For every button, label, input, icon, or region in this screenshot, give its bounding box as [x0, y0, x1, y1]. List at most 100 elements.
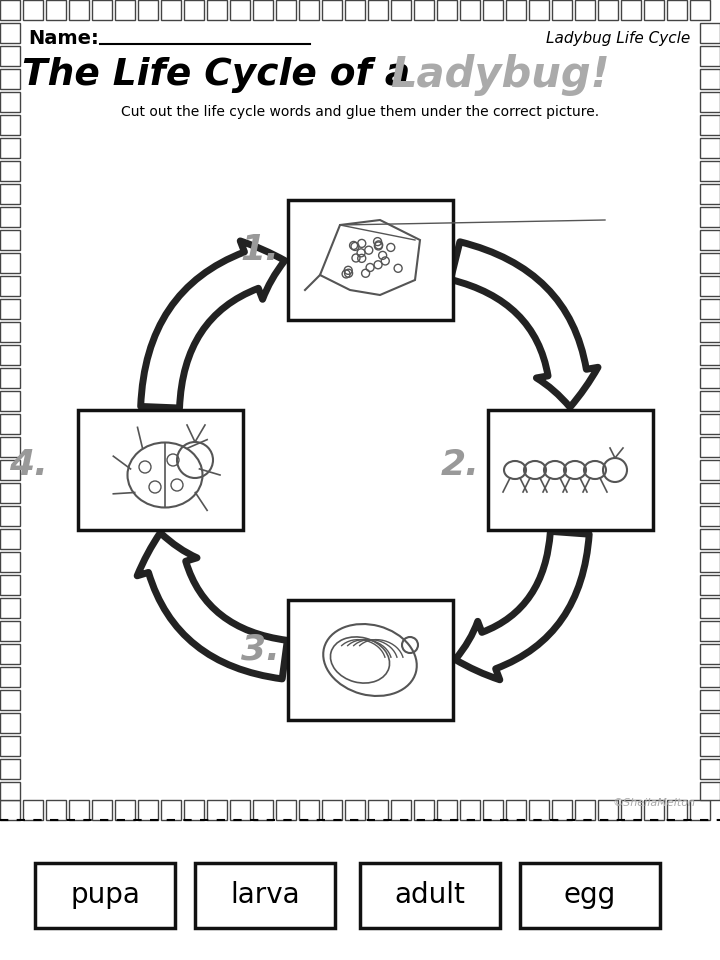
Bar	[700, 437, 720, 457]
Bar	[644, 0, 664, 20]
Bar	[700, 69, 720, 89]
Bar	[700, 207, 720, 227]
Text: 4.: 4.	[9, 448, 48, 482]
Bar	[700, 391, 720, 411]
Bar	[23, 23, 697, 797]
Bar	[69, 800, 89, 820]
Bar	[46, 800, 66, 820]
Bar	[287, 200, 452, 320]
Bar	[0, 598, 20, 618]
Text: Cut out the life cycle words and glue them under the correct picture.: Cut out the life cycle words and glue th…	[121, 105, 599, 119]
Bar	[700, 46, 720, 66]
FancyArrowPatch shape	[140, 241, 285, 408]
Bar	[700, 253, 720, 273]
Text: Ladybug Life Cycle: Ladybug Life Cycle	[546, 31, 690, 45]
Bar	[46, 0, 66, 20]
Bar	[23, 800, 43, 820]
Bar	[0, 644, 20, 664]
Bar	[700, 621, 720, 641]
Text: larva: larva	[230, 881, 300, 909]
Bar	[92, 800, 112, 820]
Bar	[621, 800, 641, 820]
Bar	[700, 782, 720, 800]
Bar	[700, 759, 720, 779]
Bar	[621, 0, 641, 20]
Bar	[0, 437, 20, 457]
Bar	[0, 184, 20, 204]
Bar	[230, 800, 250, 820]
Bar	[253, 0, 273, 20]
Bar	[520, 862, 660, 927]
Bar	[667, 800, 687, 820]
Bar	[0, 506, 20, 526]
Bar	[184, 0, 204, 20]
Bar	[360, 862, 500, 927]
Bar	[92, 0, 112, 20]
Bar	[700, 184, 720, 204]
Text: The Life Cycle of a: The Life Cycle of a	[22, 57, 423, 93]
Bar	[529, 0, 549, 20]
Bar	[552, 0, 572, 20]
Bar	[78, 410, 243, 530]
Bar	[230, 0, 250, 20]
Bar	[195, 862, 335, 927]
Bar	[0, 800, 20, 820]
Bar	[437, 0, 457, 20]
Text: egg: egg	[564, 881, 616, 909]
Text: 1.: 1.	[240, 233, 279, 267]
Bar	[575, 800, 595, 820]
Bar	[391, 800, 411, 820]
Bar	[0, 820, 720, 960]
Bar	[0, 759, 20, 779]
Bar	[0, 0, 20, 20]
Bar	[276, 800, 296, 820]
Bar	[0, 276, 20, 296]
Bar	[690, 800, 710, 820]
Bar	[0, 782, 20, 800]
Bar	[0, 138, 20, 158]
Bar	[575, 0, 595, 20]
Bar	[414, 800, 434, 820]
Bar	[276, 0, 296, 20]
Text: Name:: Name:	[28, 29, 99, 47]
Bar	[35, 862, 175, 927]
Bar	[700, 92, 720, 112]
Bar	[0, 230, 20, 250]
Bar	[700, 552, 720, 572]
Bar	[23, 0, 43, 20]
Bar	[0, 391, 20, 411]
Bar	[0, 299, 20, 319]
Bar	[0, 483, 20, 503]
Bar	[0, 736, 20, 756]
Bar	[483, 0, 503, 20]
Bar	[0, 253, 20, 273]
Bar	[138, 0, 158, 20]
Bar	[0, 460, 20, 480]
Bar	[0, 690, 20, 710]
Bar	[700, 138, 720, 158]
Bar	[487, 410, 652, 530]
Bar	[700, 483, 720, 503]
Bar	[391, 0, 411, 20]
Bar	[322, 800, 342, 820]
Bar	[345, 800, 365, 820]
Bar	[0, 23, 20, 43]
Bar	[700, 345, 720, 365]
Bar	[437, 800, 457, 820]
Bar	[207, 800, 227, 820]
FancyArrowPatch shape	[138, 533, 287, 679]
Bar	[529, 800, 549, 820]
Bar	[0, 529, 20, 549]
Bar	[700, 276, 720, 296]
Bar	[700, 23, 720, 43]
Bar	[0, 207, 20, 227]
Bar	[700, 529, 720, 549]
Bar	[700, 506, 720, 526]
Bar	[322, 0, 342, 20]
Bar	[184, 800, 204, 820]
Bar	[460, 0, 480, 20]
Bar	[700, 690, 720, 710]
Bar	[460, 800, 480, 820]
Bar	[253, 800, 273, 820]
Bar	[69, 0, 89, 20]
